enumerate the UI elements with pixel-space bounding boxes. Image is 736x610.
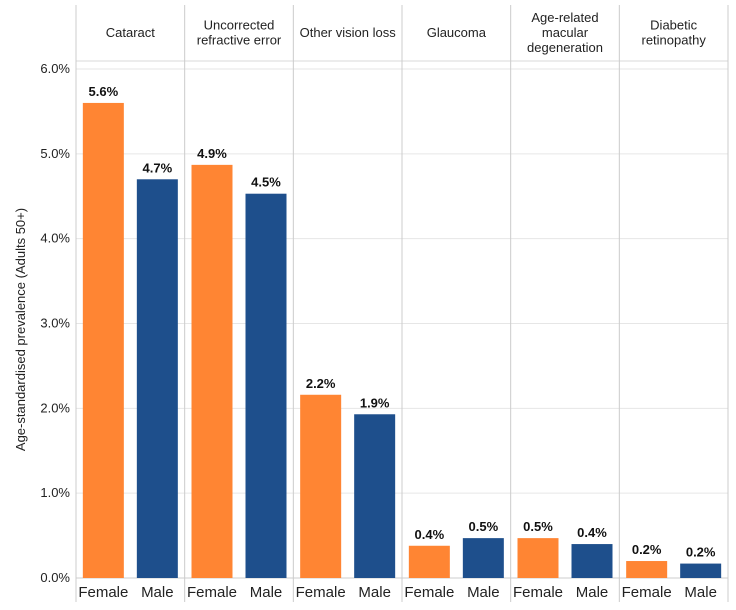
x-tick-label: Female — [513, 584, 563, 601]
data-label: 0.5% — [469, 519, 499, 534]
bar-female — [300, 394, 342, 578]
panel-title: retinopathy — [642, 33, 707, 48]
data-label: 4.9% — [197, 146, 227, 161]
panel-title: Diabetic — [650, 18, 697, 33]
data-label: 4.5% — [251, 175, 281, 190]
data-label: 4.7% — [143, 160, 173, 175]
panel-title: macular — [542, 25, 589, 40]
y-tick-label: 1.0% — [40, 485, 70, 500]
y-tick-label: 5.0% — [40, 146, 70, 161]
data-label: 1.9% — [360, 395, 390, 410]
panel-title: Age-related — [531, 10, 598, 25]
x-tick-label: Female — [404, 584, 454, 601]
x-tick-label: Male — [576, 584, 609, 601]
data-label: 2.2% — [306, 376, 336, 391]
y-tick-label: 0.0% — [40, 570, 70, 585]
y-tick-label: 2.0% — [40, 400, 70, 415]
panel-title: refractive error — [197, 33, 282, 48]
x-tick-label: Female — [78, 584, 128, 601]
x-tick-label: Female — [296, 584, 346, 601]
x-tick-label: Male — [684, 584, 717, 601]
y-tick-label: 4.0% — [40, 231, 70, 246]
panel-title: Other vision loss — [300, 25, 397, 40]
bar-female — [626, 561, 668, 578]
bar-female — [82, 102, 124, 578]
x-tick-label: Female — [622, 584, 672, 601]
panel-title: Glaucoma — [427, 25, 487, 40]
panel-title: Cataract — [106, 25, 156, 40]
bar-female — [191, 164, 233, 578]
data-label: 0.2% — [632, 542, 662, 557]
x-tick-label: Male — [467, 584, 500, 601]
y-axis-title: Age-standardised prevalence (Adults 50+) — [13, 208, 28, 451]
x-tick-label: Male — [141, 584, 174, 601]
bar-male — [245, 193, 287, 578]
y-tick-label: 6.0% — [40, 61, 70, 76]
data-label: 0.4% — [577, 525, 607, 540]
data-label: 0.2% — [686, 545, 716, 560]
bar-male — [571, 544, 613, 578]
data-label: 0.4% — [415, 527, 445, 542]
bar-female — [517, 538, 559, 578]
x-tick-label: Male — [358, 584, 391, 601]
bar-male — [462, 538, 504, 578]
panel-title: degeneration — [527, 40, 603, 55]
bar-male — [680, 563, 722, 578]
data-label: 0.5% — [523, 519, 553, 534]
bar-male — [136, 179, 178, 579]
bar-female — [408, 545, 450, 578]
x-tick-label: Female — [187, 584, 237, 601]
panel-title: Uncorrected — [204, 18, 275, 33]
y-tick-label: 3.0% — [40, 316, 70, 331]
data-label: 5.6% — [89, 84, 119, 99]
bar-male — [354, 414, 396, 578]
x-tick-label: Male — [250, 584, 283, 601]
